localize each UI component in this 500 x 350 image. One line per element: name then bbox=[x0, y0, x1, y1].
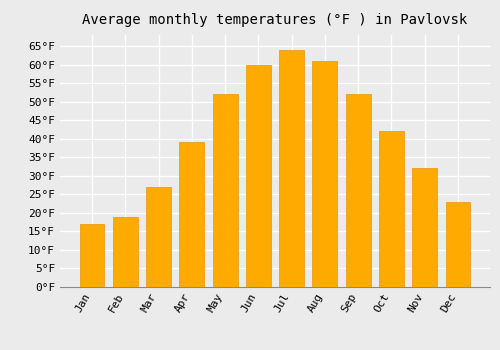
Title: Average monthly temperatures (°F ) in Pavlovsk: Average monthly temperatures (°F ) in Pa… bbox=[82, 13, 468, 27]
Bar bbox=[80, 224, 104, 287]
Bar bbox=[279, 50, 304, 287]
Bar bbox=[212, 94, 238, 287]
Bar bbox=[412, 168, 437, 287]
Bar bbox=[312, 61, 338, 287]
Bar bbox=[246, 65, 271, 287]
Bar bbox=[379, 131, 404, 287]
Bar bbox=[113, 217, 138, 287]
Bar bbox=[446, 202, 470, 287]
Bar bbox=[346, 94, 370, 287]
Bar bbox=[180, 142, 204, 287]
Bar bbox=[146, 187, 171, 287]
